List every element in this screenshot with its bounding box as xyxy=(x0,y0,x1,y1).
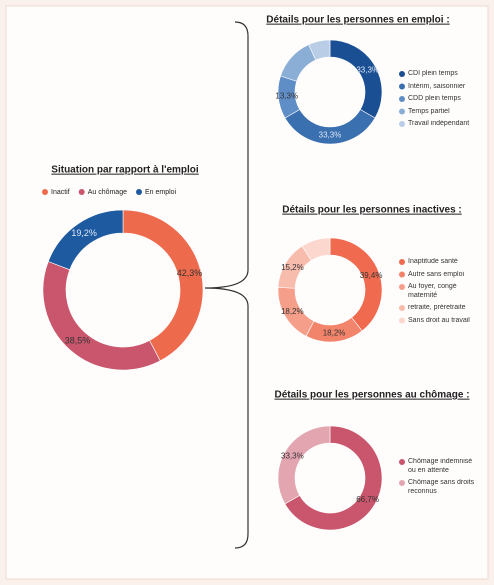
legend-item: CDI plein temps xyxy=(408,70,458,77)
legend-label: Inaptitude santé xyxy=(408,258,458,265)
legend-swatch xyxy=(399,317,405,324)
legend-swatch xyxy=(399,108,405,115)
chart-title: Détails pour les personnes en emploi : xyxy=(266,15,449,26)
data-label: 19,2% xyxy=(71,228,97,238)
data-label: 42,3% xyxy=(177,268,203,278)
legend-item: Sans droit au travail xyxy=(408,316,470,324)
donut-segment xyxy=(47,209,124,271)
data-label: 33,3% xyxy=(281,451,304,460)
data-label: 33,3% xyxy=(356,65,379,74)
legend-item: Inaptitude santé xyxy=(408,258,458,265)
legend-item: Temps partiel xyxy=(408,107,450,115)
legend-swatch xyxy=(399,271,405,278)
legend-label: Chômage indemnisé ou en attente xyxy=(408,458,473,474)
legend-label: retraite, préretraite xyxy=(408,304,466,311)
data-label: 18,2% xyxy=(323,328,346,337)
legend-swatch xyxy=(42,189,48,195)
donut-segment xyxy=(277,425,331,505)
data-label: 66,7% xyxy=(356,495,379,504)
data-label: 39,4% xyxy=(360,271,383,280)
legend-label: CDD plein temps xyxy=(408,95,461,102)
legend-label: Autre sans emploi xyxy=(408,270,465,278)
donut-segment xyxy=(301,237,331,261)
donut-segment xyxy=(308,39,331,61)
legend-label: Travail indépendant xyxy=(408,120,470,127)
brace xyxy=(204,21,249,549)
legend-item: CDD plein temps xyxy=(408,95,461,102)
chart-title: Situation par rapport à l'emploi xyxy=(51,165,199,176)
legend-swatch xyxy=(136,189,142,195)
legend-item: Chômage indemnisé ou en attente xyxy=(408,458,473,474)
legend-label: Inactif xyxy=(51,189,70,196)
legend-swatch xyxy=(78,189,85,195)
legend-swatch xyxy=(399,459,405,465)
legend-item: Autre sans emploi xyxy=(408,270,465,278)
legend-label: En emploi xyxy=(145,189,177,196)
legend-label: Temps partiel xyxy=(408,107,450,115)
legend-swatch xyxy=(399,259,405,265)
legend-swatch xyxy=(399,480,405,486)
legend-swatch xyxy=(399,121,405,127)
data-label: 13,3% xyxy=(275,92,298,101)
panel xyxy=(5,5,489,580)
legend-label: Au foyer, congé maternité xyxy=(408,283,457,299)
data-label: 18,2% xyxy=(281,307,304,316)
chart-title: Détails pour les personnes au chômage : xyxy=(274,390,469,401)
legend-label: Chômage sans droits reconnus xyxy=(408,479,475,495)
legend-swatch xyxy=(399,83,405,90)
chart-title: Détails pour les personnes inactives : xyxy=(282,205,462,216)
data-label: 15,2% xyxy=(281,263,304,272)
legend-item: Travail indépendant xyxy=(408,120,470,127)
donut-segment xyxy=(284,425,383,531)
legend-label: Sans droit au travail xyxy=(408,316,470,324)
legend-swatch xyxy=(399,96,405,102)
legend-label: Au chômage xyxy=(88,189,127,196)
legend-label: CDI plein temps xyxy=(408,70,458,77)
legend-swatch xyxy=(399,305,405,311)
legend-item: retraite, préretraite xyxy=(408,304,466,311)
legend-swatch xyxy=(399,71,405,77)
legend-item: Au foyer, congé maternité xyxy=(408,283,457,299)
data-label: 33,3% xyxy=(319,131,342,140)
legend-label: Intérim, saisonnier xyxy=(408,82,466,90)
data-label: 38,5% xyxy=(65,336,91,346)
legend-item: Chômage sans droits reconnus xyxy=(408,479,475,495)
legend-item: Intérim, saisonnier xyxy=(408,82,466,90)
legend-swatch xyxy=(399,284,405,290)
